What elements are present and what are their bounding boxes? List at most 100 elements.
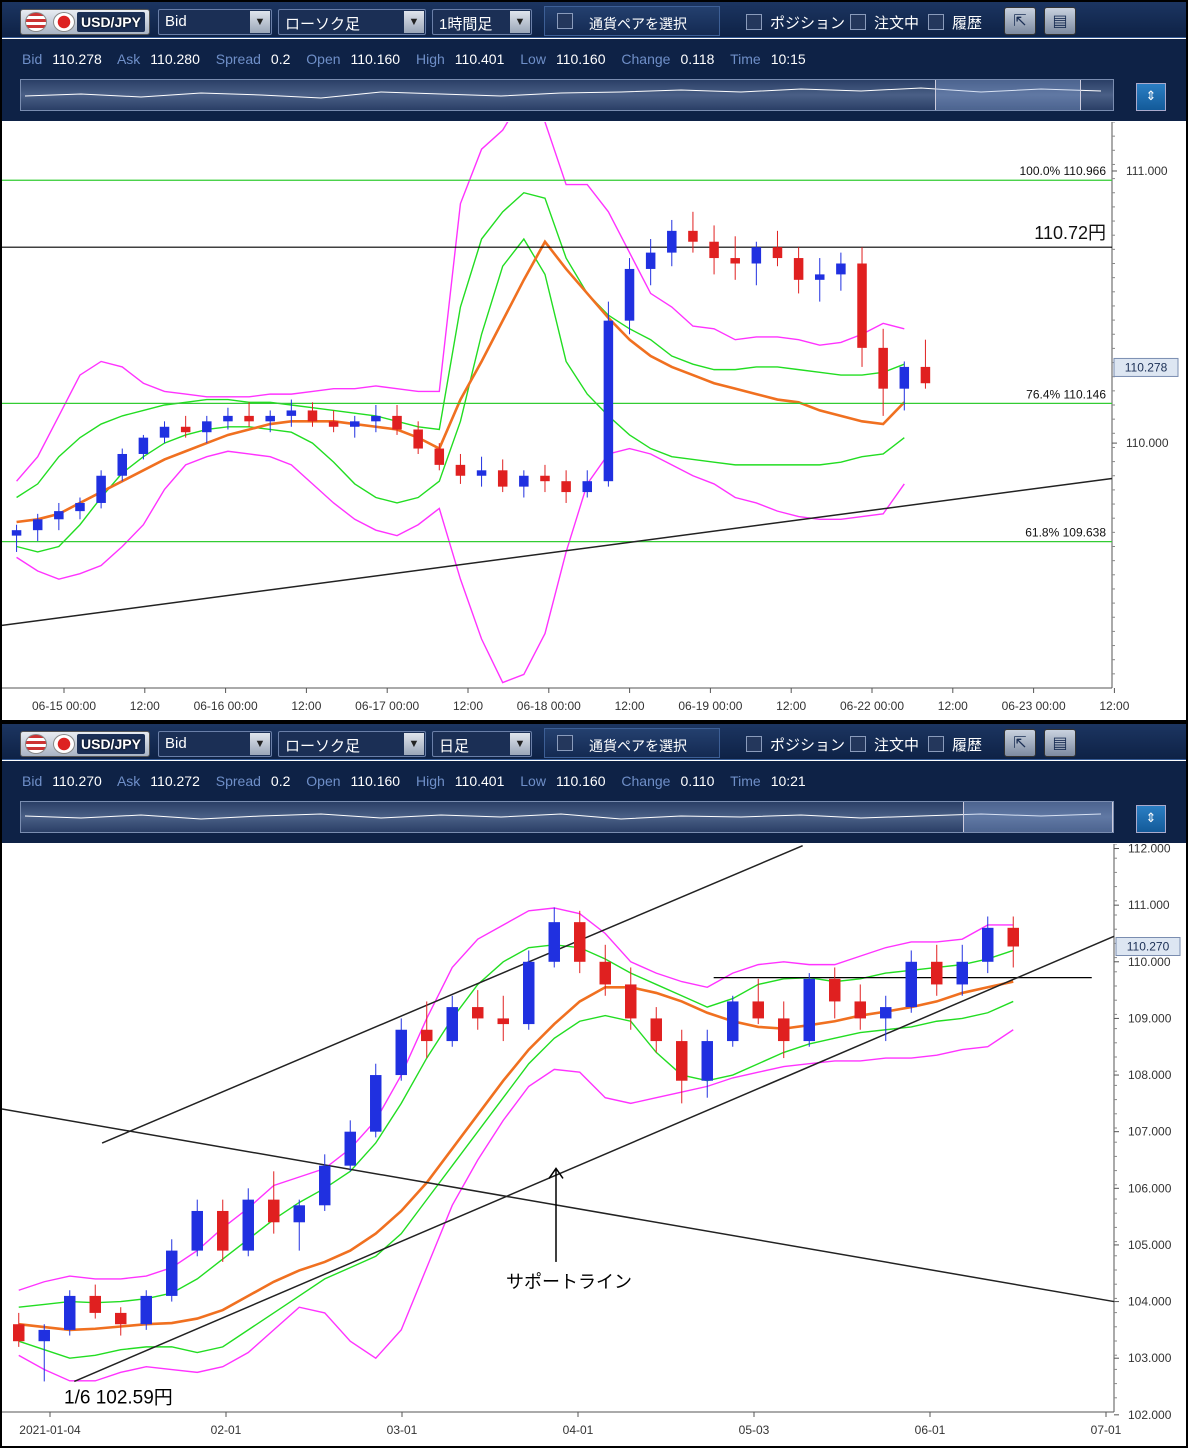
- price-type-select[interactable]: Bid ▼: [158, 9, 272, 35]
- low-value: 110.160: [555, 773, 606, 789]
- x-tick-label: 06-17 00:00: [355, 699, 419, 713]
- position-checkbox[interactable]: [746, 736, 762, 752]
- toolbar: USD/JPY Bid ▼ ローソク足 ▼ 日足 ▼ 通貨ペアを選択 ポジション 注文…: [2, 724, 1186, 760]
- zoom-icon[interactable]: ⇕: [1136, 83, 1166, 111]
- x-tick-label: 06-01: [915, 1423, 946, 1437]
- candle-body: [13, 1324, 25, 1342]
- x-tick-label: 12:00: [1099, 699, 1129, 713]
- pair-label: USD/JPY: [77, 734, 145, 754]
- price-chart[interactable]: 111.000 110.000 06-15 00:00 12:00 06-16 00:0…: [2, 122, 1186, 722]
- chart-panel-hourly: USD/JPY Bid ▼ ローソク足 ▼ 1時間足 ▼ 通貨ペアを選択 ポジション …: [0, 0, 1188, 722]
- candle-body: [778, 1018, 790, 1042]
- chevron-down-icon: ▼: [510, 11, 530, 33]
- navigator-selection[interactable]: [963, 802, 1113, 832]
- candle-body: [307, 410, 318, 422]
- chart-tool-icon[interactable]: ⇱: [1004, 7, 1036, 35]
- change-value: 0.110: [680, 773, 715, 789]
- jp-flag-icon: [53, 12, 75, 32]
- candle-body: [180, 426, 191, 433]
- current-price-tag: [1115, 937, 1181, 957]
- chart-style-select[interactable]: ローソク足 ▼: [278, 9, 426, 35]
- open-key: Open: [306, 773, 341, 789]
- x-tick-label: 06-15 00:00: [32, 699, 96, 713]
- bollinger-inner-upper: [16, 191, 905, 499]
- y-tick-label: 102.000: [1128, 1408, 1172, 1422]
- timeframe-select[interactable]: 1時間足 ▼: [432, 9, 532, 35]
- candle-body: [752, 1001, 764, 1019]
- currency-pair-selector[interactable]: USD/JPY: [20, 731, 150, 757]
- candle-body: [217, 1210, 229, 1251]
- navigator-scrollbar[interactable]: [20, 801, 1114, 833]
- y-tick-label: 111.000: [1126, 164, 1168, 178]
- ask-value: 110.272: [150, 773, 200, 789]
- candle-body: [89, 1295, 101, 1313]
- bollinger-outer-lower: [16, 447, 905, 684]
- x-tick-label: 12:00: [938, 699, 968, 713]
- candle-body: [75, 502, 85, 512]
- position-checkbox[interactable]: [746, 14, 762, 30]
- window-icon[interactable]: ▤: [1044, 729, 1076, 757]
- x-tick-label: 02-01: [211, 1423, 242, 1437]
- candle-body: [96, 475, 106, 503]
- candle-body: [202, 421, 212, 433]
- candle-body: [540, 475, 550, 482]
- bollinger-outer-lower: [18, 1029, 1014, 1382]
- history-checkbox[interactable]: [928, 14, 944, 30]
- candle-body: [1007, 927, 1019, 947]
- candle-body: [667, 230, 677, 253]
- select-pair-checkbox[interactable]: [557, 735, 573, 751]
- open-value: 110.160: [350, 773, 401, 789]
- candle-body: [413, 429, 423, 449]
- horizontal-line-label: 61.8% 109.638: [1025, 526, 1106, 540]
- candle-body: [905, 961, 917, 1008]
- navigator-scrollbar[interactable]: [20, 79, 1114, 111]
- x-tick-label: 12:00: [453, 699, 483, 713]
- high-key: High: [415, 773, 445, 789]
- spread-value: 0.2: [270, 773, 291, 789]
- x-tick-label: 12:00: [291, 699, 321, 713]
- ask-key: Ask: [116, 773, 141, 789]
- navigator-sparkline: [24, 813, 1102, 820]
- price-chart[interactable]: 112.000 111.000 110.000 109.000 108.000 107.0…: [2, 844, 1186, 1448]
- candle-body: [854, 1001, 866, 1019]
- x-tick-label: 07-01: [1091, 1423, 1122, 1437]
- bid-value: 110.278: [52, 51, 102, 67]
- timeframe-value: 1時間足: [439, 16, 493, 33]
- candle-body: [38, 1329, 50, 1342]
- chevron-down-icon: ▼: [404, 11, 424, 33]
- currency-pair-selector[interactable]: USD/JPY: [20, 9, 150, 35]
- chart-style-select[interactable]: ローソク足 ▼: [278, 731, 426, 757]
- chart-style-value: ローソク足: [285, 16, 361, 33]
- candle-body: [603, 320, 614, 482]
- open-value: 110.160: [350, 51, 401, 67]
- candle-body: [349, 421, 360, 427]
- y-tick-label: 111.000: [1128, 898, 1170, 912]
- moving-average-line: [16, 239, 906, 524]
- select-pair-checkbox[interactable]: [557, 13, 573, 29]
- zoom-icon[interactable]: ⇕: [1136, 805, 1166, 833]
- quote-bar: Bid 110.278 Ask 110.280 Spread 0.2 Open 110.…: [2, 39, 1186, 121]
- navigator-selection[interactable]: [935, 80, 1081, 110]
- candle-body: [370, 1075, 382, 1132]
- candle-body: [223, 415, 233, 422]
- candle-body: [829, 978, 841, 1002]
- spread-key: Spread: [215, 51, 261, 67]
- history-checkbox[interactable]: [928, 736, 944, 752]
- select-pair-button[interactable]: 通貨ペアを選択: [544, 728, 720, 758]
- candle-body: [645, 252, 656, 269]
- select-pair-button[interactable]: 通貨ペアを選択: [544, 6, 720, 36]
- window-icon[interactable]: ▤: [1044, 7, 1076, 35]
- timeframe-select[interactable]: 日足 ▼: [432, 731, 532, 757]
- orders-checkbox[interactable]: [850, 736, 866, 752]
- orders-checkbox[interactable]: [850, 14, 866, 30]
- price-type-select[interactable]: Bid ▼: [158, 731, 272, 757]
- candle-body: [899, 366, 910, 389]
- y-tick-label: 109.000: [1128, 1011, 1172, 1025]
- support-line-label: サポートライン: [506, 1272, 632, 1292]
- chart-tool-icon[interactable]: ⇱: [1004, 729, 1036, 757]
- x-tick-label: 06-23 00:00: [1002, 699, 1066, 713]
- chevron-down-icon: ▼: [250, 11, 270, 33]
- candle-body: [582, 481, 593, 493]
- y-tick-label: 107.000: [1128, 1125, 1172, 1139]
- chevron-down-icon: ▼: [510, 733, 530, 755]
